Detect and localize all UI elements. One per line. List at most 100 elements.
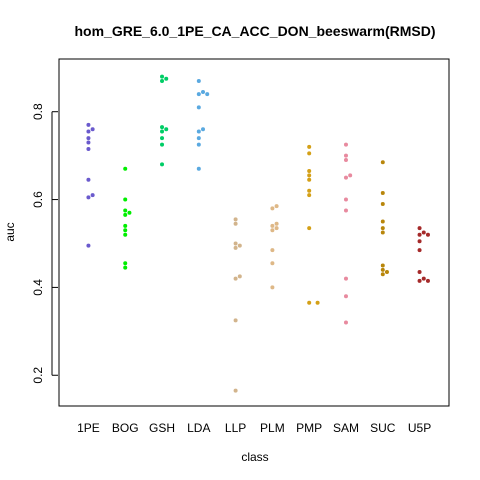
data-point-pmp <box>307 151 312 156</box>
chart-title: hom_GRE_6.0_1PE_CA_ACC_DON_beeswarm(RMSD… <box>74 23 435 39</box>
data-point-plm <box>274 221 279 226</box>
data-point-bog <box>127 210 132 215</box>
data-point-bog <box>123 228 128 233</box>
data-point-bog <box>123 197 128 202</box>
data-point-u5p <box>417 248 422 253</box>
x-tick-label: LDA <box>187 421 210 435</box>
data-point-gsh <box>160 74 165 79</box>
data-point-pmp <box>307 173 312 178</box>
data-point-gsh <box>160 129 165 134</box>
data-point-bog <box>123 166 128 171</box>
data-point-bog <box>123 265 128 270</box>
x-tick-label: LLP <box>225 421 246 435</box>
data-point-pmp <box>307 144 312 149</box>
data-point-1pe <box>86 243 91 248</box>
y-tick-label: 0.6 <box>31 191 45 208</box>
data-point-plm <box>270 285 275 290</box>
data-point-plm <box>270 223 275 228</box>
y-axis: 0.2 0.4 0.6 0.8 <box>31 103 58 384</box>
data-point-u5p <box>417 270 422 275</box>
data-point-u5p <box>417 239 422 244</box>
data-point-1pe <box>86 136 91 141</box>
data-point-u5p <box>425 278 430 283</box>
data-point-pmp <box>307 193 312 198</box>
data-point-suc <box>380 201 385 206</box>
data-point-plm <box>274 204 279 209</box>
data-point-sam <box>343 142 348 147</box>
data-point-pmp <box>307 169 312 174</box>
data-point-sam <box>343 276 348 281</box>
y-tick-label: 0.2 <box>31 367 45 384</box>
y-tick-label: 0.8 <box>31 103 45 120</box>
data-point-u5p <box>417 232 422 237</box>
data-point-pmp <box>315 300 320 305</box>
data-point-lda <box>205 92 210 97</box>
data-point-suc <box>380 190 385 195</box>
x-tick-label: BOG <box>112 421 139 435</box>
data-point-llp <box>237 243 242 248</box>
data-point-suc <box>380 219 385 224</box>
data-point-gsh <box>164 76 169 81</box>
data-point-1pe <box>86 129 91 134</box>
data-point-llp <box>233 388 238 393</box>
data-point-sam <box>343 175 348 180</box>
data-point-gsh <box>160 142 165 147</box>
data-point-gsh <box>160 125 165 130</box>
data-point-llp <box>233 221 238 226</box>
data-point-1pe <box>86 177 91 182</box>
x-tick-label: SAM <box>333 421 359 435</box>
data-point-lda <box>196 129 201 134</box>
data-point-llp <box>233 318 238 323</box>
data-point-plm <box>274 226 279 231</box>
data-point-lda <box>196 166 201 171</box>
data-point-sam <box>348 173 353 178</box>
x-tick-label: U5P <box>408 421 431 435</box>
data-point-lda <box>196 105 201 110</box>
data-point-bog <box>123 261 128 266</box>
data-point-lda <box>201 127 206 132</box>
x-axis-label: class <box>241 450 268 464</box>
data-point-gsh <box>164 127 169 132</box>
data-point-llp <box>233 217 238 222</box>
data-point-gsh <box>160 162 165 167</box>
data-point-plm <box>270 248 275 253</box>
data-point-sam <box>343 320 348 325</box>
data-point-lda <box>196 92 201 97</box>
data-point-1pe <box>86 195 91 200</box>
data-point-1pe <box>86 147 91 152</box>
data-point-u5p <box>417 226 422 231</box>
data-point-llp <box>233 276 238 281</box>
data-point-gsh <box>160 78 165 83</box>
x-tick-label: 1PE <box>77 421 100 435</box>
data-point-suc <box>380 230 385 235</box>
data-point-bog <box>123 208 128 213</box>
data-point-1pe <box>90 127 95 132</box>
plot-frame <box>58 58 450 407</box>
data-point-sam <box>343 294 348 299</box>
x-tick-label: PLM <box>260 421 285 435</box>
data-point-suc <box>380 263 385 268</box>
data-point-1pe <box>86 122 91 127</box>
data-point-plm <box>270 206 275 211</box>
data-point-pmp <box>307 226 312 231</box>
data-point-pmp <box>307 188 312 193</box>
data-point-pmp <box>307 300 312 305</box>
data-point-sam <box>343 208 348 213</box>
data-points <box>86 74 430 393</box>
data-point-sam <box>343 197 348 202</box>
data-point-pmp <box>307 177 312 182</box>
data-point-plm <box>270 228 275 233</box>
data-point-lda <box>196 142 201 147</box>
data-point-lda <box>196 78 201 83</box>
data-point-bog <box>123 223 128 228</box>
x-tick-label: SUC <box>370 421 396 435</box>
x-tick-label: GSH <box>149 421 175 435</box>
data-point-suc <box>380 226 385 231</box>
data-point-u5p <box>421 230 426 235</box>
data-point-1pe <box>90 193 95 198</box>
data-point-bog <box>123 232 128 237</box>
x-tick-label: PMP <box>296 421 322 435</box>
data-point-suc <box>380 267 385 272</box>
data-point-llp <box>237 274 242 279</box>
